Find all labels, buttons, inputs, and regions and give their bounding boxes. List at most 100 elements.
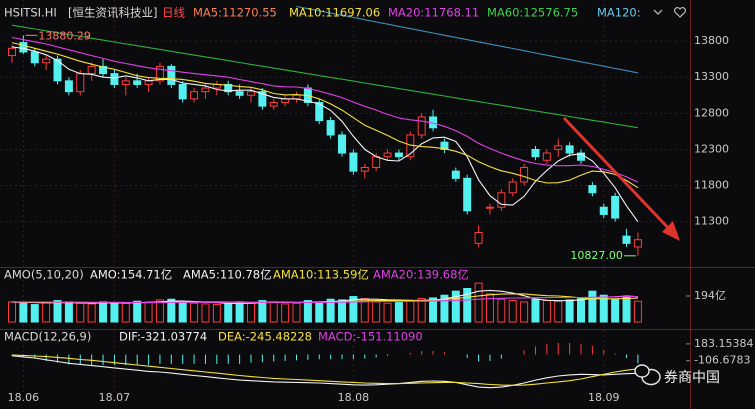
volume-bar	[383, 302, 392, 323]
candle-body	[599, 206, 608, 215]
y-tick-label: 11800	[694, 179, 729, 192]
y-tick-label: 12300	[694, 142, 729, 155]
volume-bar	[42, 302, 51, 323]
volume-bar	[372, 301, 381, 323]
watermark-icon	[634, 364, 650, 378]
y-tick-label: 194亿	[694, 289, 726, 302]
candle-body	[577, 152, 585, 161]
volume-bar	[326, 298, 335, 323]
volume-bar	[463, 287, 472, 323]
x-tick-label: 18.06	[8, 391, 40, 404]
volume-bar	[531, 298, 540, 323]
candle-body	[451, 170, 460, 179]
candle-body	[8, 47, 16, 57]
volume-bar	[588, 290, 597, 323]
volume-bar	[8, 301, 16, 323]
legend-entry: AMO:154.71亿	[90, 268, 172, 282]
volume-bar	[76, 302, 85, 323]
pane-title: AMO(5,10,20)	[4, 268, 84, 282]
candle-body	[144, 80, 153, 85]
volume-bar	[303, 300, 312, 323]
ma-line	[11, 24, 638, 129]
macd-line	[11, 354, 638, 386]
legend-entry: DEA:-245.48228	[218, 330, 312, 344]
volume-bar	[394, 302, 403, 323]
y-tick-label: 11300	[694, 215, 729, 228]
volume-bar	[155, 299, 164, 323]
volume-average-line	[12, 295, 638, 303]
volume-bar	[542, 300, 551, 323]
y-tick-label: 12800	[694, 106, 729, 119]
x-tick-label: 18.07	[99, 391, 131, 404]
volume-bar	[497, 298, 506, 323]
volume-bar	[87, 303, 96, 323]
symbol: HSITSI.HI	[4, 6, 57, 20]
candle-body	[497, 192, 506, 208]
volume-bar	[406, 300, 415, 323]
volume-bar	[338, 299, 347, 323]
volume-bar	[360, 298, 369, 323]
candle-body	[201, 87, 210, 93]
candle-body	[190, 91, 199, 100]
legend-entry: AMA5:110.78亿	[183, 268, 272, 282]
ma-line	[11, 42, 639, 189]
candle-body	[508, 181, 517, 194]
candle-body	[554, 145, 563, 150]
x-tick-label: 18.09	[588, 391, 620, 404]
volume-bar	[565, 299, 574, 323]
candle-body	[167, 65, 176, 85]
candle-body	[178, 83, 187, 100]
pane-title: MACD(12,26,9)	[4, 330, 91, 344]
candle-body	[76, 73, 85, 93]
dropdown-icon[interactable]	[653, 9, 663, 15]
volume-bar	[474, 282, 483, 323]
volume-bar	[554, 300, 563, 323]
volume-bar	[212, 304, 221, 323]
watermark: 券商中国	[634, 364, 720, 386]
trend-arrow	[562, 116, 674, 234]
candle-body	[372, 156, 381, 169]
candle-body	[611, 195, 620, 219]
volume-bar	[30, 304, 39, 323]
volume-bar	[611, 298, 620, 323]
volume-bar	[64, 301, 73, 323]
volume-bar	[599, 294, 608, 323]
candle-body	[474, 232, 483, 244]
macd-line	[11, 355, 638, 389]
trend-arrow-head	[662, 221, 680, 241]
legend-entry: MA20:11768.11	[388, 6, 479, 20]
candle-body	[417, 116, 426, 136]
candle-body	[64, 80, 73, 93]
period: 日线	[162, 6, 185, 20]
stock-name: [恒生资讯科技业]	[68, 6, 157, 20]
volume-bar	[246, 302, 255, 323]
volume-bar	[633, 300, 642, 323]
volume-bar	[577, 298, 585, 323]
legend-entry: MA10:11697.06	[289, 6, 380, 20]
volume-bar	[281, 303, 290, 323]
candle-body	[155, 65, 164, 82]
volume-bar	[315, 301, 324, 323]
volume-bar	[440, 294, 449, 323]
candle-body	[292, 94, 301, 100]
candle-body	[622, 235, 631, 244]
y-tick-label: 13800	[694, 34, 729, 47]
volume-bar	[417, 298, 426, 323]
volume-bar	[269, 301, 278, 323]
candle-body	[99, 65, 108, 75]
volume-bar	[178, 301, 187, 323]
volume-bar	[167, 298, 176, 323]
volume-bar	[622, 296, 631, 323]
legend-entry: DIF:-321.03774	[119, 330, 207, 344]
candle-body	[565, 145, 574, 154]
volume-bar	[201, 303, 210, 323]
candle-body	[246, 91, 255, 96]
candle-body	[463, 177, 472, 212]
favorite-icon[interactable]	[674, 7, 686, 18]
y-tick-label: -106.6783	[694, 354, 750, 367]
candle-body	[121, 80, 130, 85]
candle-body	[30, 51, 39, 64]
candle-body	[383, 152, 392, 158]
candle-body	[542, 152, 551, 161]
